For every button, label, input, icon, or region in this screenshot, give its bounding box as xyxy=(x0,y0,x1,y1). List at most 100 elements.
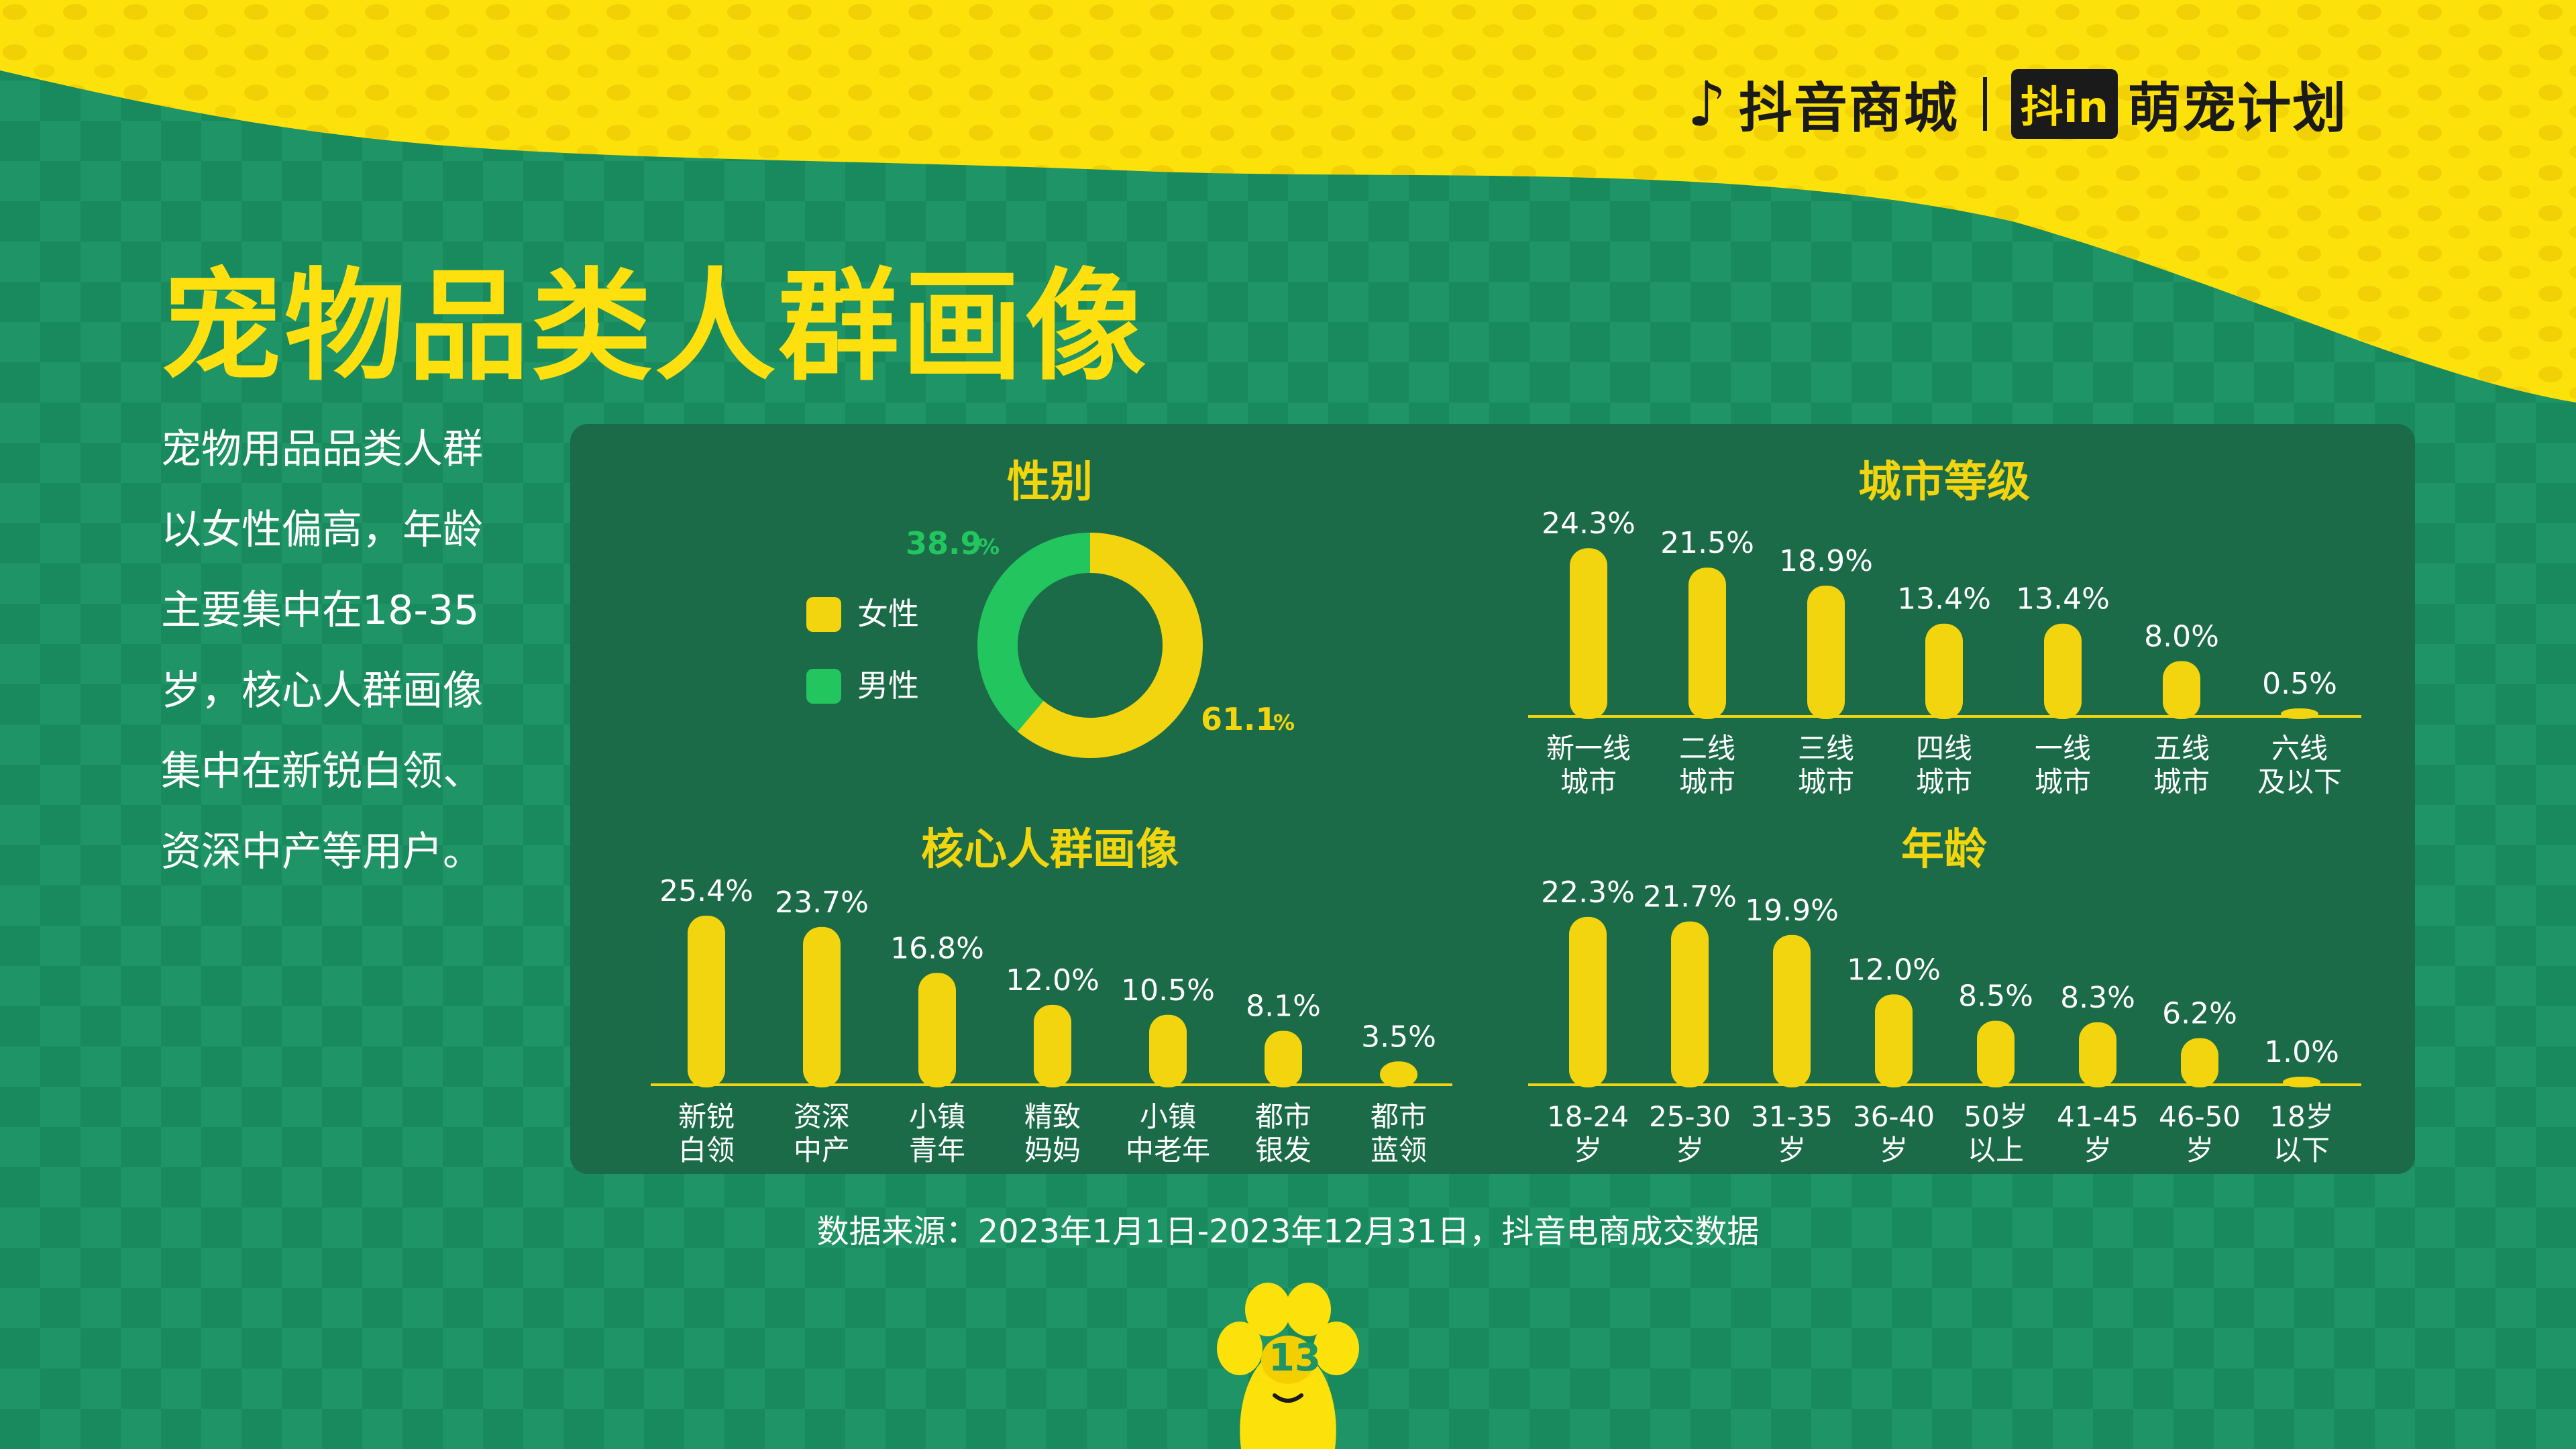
age-bar-4 xyxy=(1977,1020,2015,1087)
core-tick-1-1: 中产 xyxy=(794,1134,850,1167)
age-value-7: 1.0% xyxy=(2264,1035,2339,1069)
city-bar-5 xyxy=(2163,661,2200,719)
city-bar-4 xyxy=(2044,623,2082,719)
age-bar-5 xyxy=(2079,1022,2116,1087)
city-tick-4-0: 一线 xyxy=(2035,732,2091,765)
chart-title-core: 核心人群画像 xyxy=(921,825,1179,875)
age-bar-7 xyxy=(2283,1077,2320,1087)
age-tick-0-1: 岁 xyxy=(1574,1134,1602,1167)
age-tick-5-0: 41-45 xyxy=(2057,1100,2139,1133)
brand-logo: ♪ 抖音商城 抖in 萌宠计划 xyxy=(1687,64,2347,144)
logo-divider xyxy=(1982,77,1987,131)
core-tick-6-0: 都市 xyxy=(1371,1100,1427,1133)
chart-title-gender: 性别 xyxy=(1007,458,1093,507)
core-tick-0-1: 白领 xyxy=(678,1134,735,1167)
age-bar-6 xyxy=(2181,1038,2218,1087)
city-tick-0-0: 新一线 xyxy=(1546,732,1631,765)
age-tick-1-1: 岁 xyxy=(1676,1134,1704,1167)
age-tick-3-0: 36-40 xyxy=(1853,1100,1935,1133)
age-tick-2-1: 岁 xyxy=(1778,1134,1806,1167)
city-tick-3-0: 四线 xyxy=(1916,732,1972,765)
yellow-banner xyxy=(0,0,2576,402)
summary-text: 宠物用品品类人群以女性偏高，年龄主要集中在18-35岁，核心人群画像集中在新锐白… xyxy=(161,426,483,875)
age-bar-2 xyxy=(1773,934,1811,1087)
age-value-5: 8.3% xyxy=(2060,981,2135,1015)
city-bar-6 xyxy=(2281,708,2318,719)
pie-label-female-unit: % xyxy=(1273,710,1295,735)
core-value-4: 10.5% xyxy=(1121,973,1215,1008)
age-tick-7-0: 18岁 xyxy=(2269,1100,2333,1133)
age-value-4: 8.5% xyxy=(1958,979,2033,1014)
city-tick-5-0: 五线 xyxy=(2153,732,2210,765)
age-value-6: 6.2% xyxy=(2162,996,2237,1030)
city-tick-5-1: 城市 xyxy=(2153,765,2210,798)
core-bar-5 xyxy=(1265,1030,1302,1087)
city-tick-1-1: 城市 xyxy=(1679,765,1735,798)
age-tick-6-0: 46-50 xyxy=(2159,1100,2241,1133)
partner-name: 萌宠计划 xyxy=(2127,77,2348,140)
age-value-3: 12.0% xyxy=(1847,953,1941,987)
paw-icon xyxy=(1217,1283,1359,1449)
city-tick-6-1: 及以下 xyxy=(2257,765,2342,798)
city-bar-1 xyxy=(1688,568,1726,719)
city-tick-2-0: 三线 xyxy=(1798,732,1854,765)
age-tick-4-1: 以上 xyxy=(1968,1134,2024,1167)
age-bar-1 xyxy=(1671,921,1709,1087)
core-value-0: 25.4% xyxy=(659,874,753,908)
city-tick-2-1: 城市 xyxy=(1798,765,1854,798)
pie-label-male: 38.9 xyxy=(906,525,982,561)
city-value-1: 21.5% xyxy=(1660,526,1754,560)
core-bar-0 xyxy=(688,915,725,1087)
core-tick-2-1: 青年 xyxy=(909,1134,965,1167)
core-bar-4 xyxy=(1149,1014,1187,1087)
chart-title-age: 年龄 xyxy=(1901,825,1987,875)
douyin-note-icon: ♪ xyxy=(1687,68,1727,140)
age-tick-2-0: 31-35 xyxy=(1751,1100,1833,1133)
core-tick-0-0: 新锐 xyxy=(678,1100,735,1133)
legend-label-0: 女性 xyxy=(857,596,919,632)
age-tick-4-0: 50岁 xyxy=(1964,1100,2027,1133)
age-bar-0 xyxy=(1569,916,1607,1087)
chart-title-city: 城市等级 xyxy=(1858,458,2030,507)
city-bar-0 xyxy=(1570,548,1607,719)
brand-name: 抖音商城 xyxy=(1738,77,1959,140)
city-tick-4-1: 城市 xyxy=(2035,765,2091,798)
core-value-5: 8.1% xyxy=(1246,989,1321,1024)
page-title: 宠物品类人群画像 xyxy=(161,257,1149,397)
age-bar-3 xyxy=(1875,994,1913,1087)
core-bar-6 xyxy=(1380,1061,1417,1087)
city-value-2: 18.9% xyxy=(1779,544,1873,578)
age-value-1: 21.7% xyxy=(1643,880,1737,914)
age-tick-6-1: 岁 xyxy=(2186,1134,2214,1167)
city-tick-0-1: 城市 xyxy=(1560,765,1617,798)
core-tick-5-1: 银发 xyxy=(1255,1134,1311,1167)
core-tick-6-1: 蓝领 xyxy=(1371,1134,1427,1167)
core-tick-5-0: 都市 xyxy=(1255,1100,1311,1133)
city-tick-3-1: 城市 xyxy=(1916,765,1972,798)
core-tick-1-0: 资深 xyxy=(794,1100,850,1133)
core-tick-2-0: 小镇 xyxy=(909,1100,965,1133)
legend-label-1: 男性 xyxy=(857,667,919,704)
pie-label-female: 61.1 xyxy=(1201,701,1277,737)
city-value-0: 24.3% xyxy=(1542,506,1635,541)
partner-box: 抖in xyxy=(2010,69,2118,139)
core-bar-3 xyxy=(1034,1004,1071,1087)
age-tick-5-1: 岁 xyxy=(2084,1134,2112,1167)
core-bar-2 xyxy=(918,973,956,1087)
core-bar-1 xyxy=(803,926,841,1087)
city-value-5: 8.0% xyxy=(2144,619,2219,653)
city-value-4: 13.4% xyxy=(2016,582,2110,616)
core-value-3: 12.0% xyxy=(1006,963,1099,998)
city-bar-2 xyxy=(1807,585,1845,719)
core-value-6: 3.5% xyxy=(1361,1020,1436,1054)
age-value-0: 22.3% xyxy=(1541,875,1635,910)
age-tick-1-0: 25-30 xyxy=(1649,1100,1731,1133)
city-bar-3 xyxy=(1925,623,1963,719)
city-tick-1-0: 二线 xyxy=(1679,732,1735,765)
core-value-1: 23.7% xyxy=(775,885,869,920)
core-tick-4-1: 中老年 xyxy=(1126,1134,1210,1167)
age-value-2: 19.9% xyxy=(1745,894,1839,928)
pie-label-male-unit: % xyxy=(978,534,1000,559)
